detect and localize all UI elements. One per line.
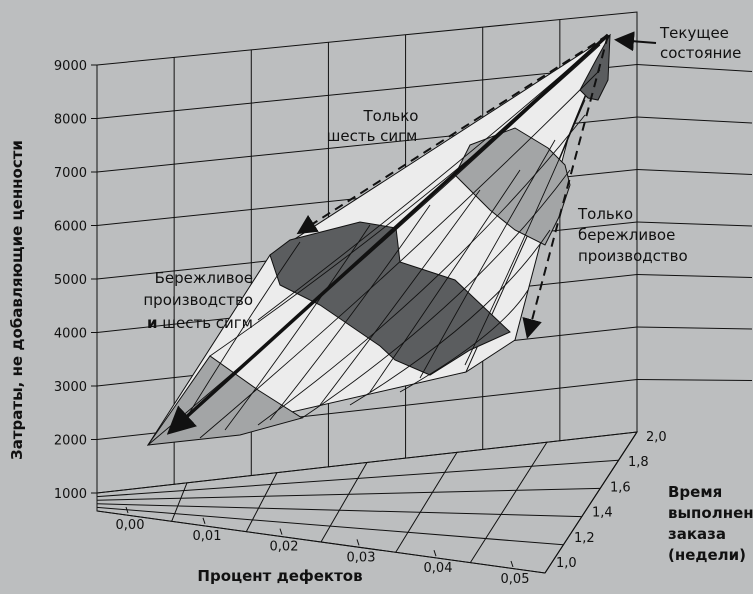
surface-mesh-line: [369, 169, 521, 393]
surface-mesh-line: [419, 139, 556, 379]
x-tick-mark: [433, 550, 437, 557]
x-tick-label: 0,05: [501, 572, 530, 587]
right-grid-hline: [636, 274, 753, 278]
right-grid-hline: [636, 326, 753, 330]
arrow-six-sigma: [296, 34, 609, 235]
annotation-lss-bold-word: и: [147, 314, 158, 332]
surface-mesh-line: [184, 241, 301, 421]
y-tick-label: 8000: [54, 113, 87, 128]
z-tick-label: 1,6: [610, 480, 631, 495]
z-tick-label: 1,2: [574, 531, 595, 546]
band-upper-right: [454, 127, 571, 246]
arrow-current-pointer: [614, 31, 657, 52]
z-axis-title-line-2: выполнения: [668, 504, 753, 522]
y-tick-label: 5000: [54, 273, 87, 288]
y-tick-label: 4000: [54, 327, 87, 342]
surface-mesh-line: [301, 169, 571, 419]
x-tick-label: 0,03: [347, 550, 376, 565]
x-tick-label: 0,02: [270, 540, 299, 555]
z-axis-title-line-1: Время: [668, 483, 722, 501]
annotation-lss-line-2: производство: [143, 291, 253, 309]
x-tick-label: 0,04: [424, 561, 453, 576]
back-grid-hline: [96, 64, 638, 119]
floor-grid-xline: [469, 441, 548, 563]
floor-grid-xline: [320, 462, 368, 543]
y-tick-label: 7000: [54, 166, 87, 181]
annotation-current-line-2: состояние: [660, 44, 741, 62]
annotation-six-sigma-line-2: шесть сигм: [327, 127, 418, 145]
z-tick-label: 1,0: [556, 556, 577, 571]
y-tick-label: 9000: [54, 59, 87, 74]
surface-mesh-line: [319, 189, 481, 406]
floor-grid-zline: [96, 487, 601, 501]
x-axis-title: Процент дефектов: [197, 567, 362, 585]
arrow-lean: [522, 34, 609, 339]
floor-grid-zline: [96, 503, 582, 518]
surface-mesh-line: [464, 99, 586, 366]
y-tick-label: 1000: [54, 487, 87, 502]
surface-mesh-line: [349, 229, 551, 406]
band-top-corner: [579, 34, 611, 101]
annotation-lean-line-3: производство: [578, 247, 688, 265]
annotation-current-line-1: Текущее: [659, 24, 729, 42]
x-tick-mark: [279, 528, 283, 535]
x-tick-mark: [125, 506, 129, 514]
annotation-lss-line-3: и шесть сигм: [147, 314, 253, 332]
band-dark-middle: [269, 221, 511, 376]
floor-grid-xline: [395, 452, 458, 553]
annotation-lss-rest: шесть сигм: [157, 314, 253, 332]
surface-mesh-line: [269, 204, 431, 421]
x-tick-label: 0,00: [116, 518, 145, 533]
right-grid-hline: [636, 221, 753, 227]
z-axis-title-line-3: заказа: [668, 525, 726, 543]
surface-mesh-line: [399, 289, 529, 393]
right-grid-hline: [636, 379, 753, 381]
z-axis-title-line-4: (недели): [668, 546, 746, 564]
y-tick-label: 3000: [54, 380, 87, 395]
annotation-six-sigma-line-1: Только: [362, 107, 418, 125]
surface-mesh-line: [257, 114, 586, 426]
z-tick-label: 1,8: [628, 455, 649, 470]
right-wall-grid: [636, 12, 753, 432]
floor-grid: [96, 431, 638, 574]
floor-grid-xline: [171, 482, 188, 522]
x-tick-label: 0,01: [193, 529, 222, 544]
arrow-lean-six-sigma: [166, 33, 610, 435]
surface-mesh-line: [224, 224, 371, 431]
right-grid-hline: [636, 169, 753, 175]
x-tick-mark: [356, 539, 360, 546]
y-tick-label: 6000: [54, 220, 87, 235]
x-tick-mark: [202, 517, 206, 524]
floor-right-edge: [544, 431, 638, 574]
x-tick-mark: [510, 560, 514, 568]
annotation-lean-line-1: Только: [577, 205, 633, 223]
z-axis-ticks: 1,0 1,2 1,4 1,6 1,8 2,0: [556, 430, 667, 571]
right-grid-hline: [636, 116, 753, 124]
annotation-lean-line-2: бережливое: [578, 226, 675, 244]
floor-grid-zline: [96, 506, 564, 546]
floor-grid-zline: [96, 459, 619, 498]
y-axis-ticks: 1000 2000 3000 4000 5000 6000 7000 8000 9000: [54, 59, 97, 502]
surface-mesh-line: [209, 44, 601, 357]
y-tick-label: 2000: [54, 434, 87, 449]
surface-mesh-line: [199, 69, 601, 439]
annotation-lss-line-1: Бережливое: [155, 269, 253, 287]
z-tick-label: 2,0: [646, 430, 667, 445]
x-axis-ticks: 0,00 0,01 0,02 0,03 0,04 0,05: [116, 506, 530, 587]
z-tick-label: 1,4: [592, 506, 613, 521]
floor-front-edge: [96, 510, 546, 574]
floor-grid-xline: [245, 472, 278, 532]
y-axis-title: Затраты, не добавляющие ценности: [8, 140, 26, 460]
right-grid-hline: [636, 64, 753, 72]
